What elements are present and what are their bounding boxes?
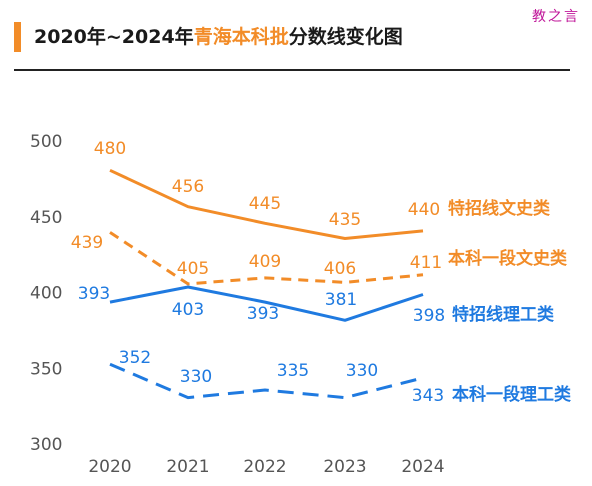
y-tick-label: 500	[30, 132, 62, 152]
data-label: 439	[71, 233, 103, 253]
data-label: 343	[412, 386, 444, 406]
title-suffix: 分数线变化图	[288, 26, 403, 48]
title-prefix: 2020年~2024年	[34, 26, 194, 48]
x-tick-label: 2024	[401, 457, 444, 477]
title-divider	[14, 69, 570, 71]
chart-title: 2020年~2024年青海本科批分数线变化图	[34, 23, 403, 51]
series-line	[109, 362, 424, 400]
title-accent-bar	[14, 22, 21, 52]
data-label: 411	[410, 253, 442, 273]
data-label: 381	[325, 290, 357, 310]
data-label: 335	[277, 361, 309, 381]
series-line	[109, 168, 424, 240]
data-label: 445	[249, 194, 281, 214]
x-tick-label: 2023	[323, 457, 366, 477]
x-tick-label: 2022	[243, 457, 286, 477]
data-label: 409	[249, 252, 281, 272]
y-tick-label: 300	[30, 435, 62, 455]
y-tick-label: 450	[30, 208, 62, 228]
data-label: 435	[329, 210, 361, 230]
series-line	[109, 231, 424, 286]
data-label: 403	[172, 300, 204, 320]
data-label: 330	[180, 367, 212, 387]
data-label: 405	[177, 259, 209, 279]
data-label: 480	[94, 139, 126, 159]
data-label: 393	[247, 304, 279, 324]
series-name-label: 特招线文史类	[448, 198, 551, 219]
data-label: 456	[172, 177, 204, 197]
data-label: 330	[346, 361, 378, 381]
series-line	[109, 285, 424, 322]
series-name-label: 本科一段理工类	[452, 384, 572, 405]
data-label: 393	[78, 284, 110, 304]
y-tick-label: 350	[30, 359, 62, 379]
watermark: 教之言	[532, 9, 580, 25]
y-tick-label: 400	[30, 284, 62, 304]
x-tick-label: 2021	[166, 457, 209, 477]
x-tick-label: 2020	[88, 457, 131, 477]
series-name-label: 本科一段文史类	[448, 248, 568, 269]
data-label: 440	[408, 200, 440, 220]
title-highlight: 青海本科批	[193, 26, 289, 48]
series-name-label: 特招线理工类	[452, 304, 555, 325]
data-label: 352	[119, 348, 151, 368]
data-label: 398	[413, 306, 445, 326]
data-label: 406	[324, 259, 356, 279]
